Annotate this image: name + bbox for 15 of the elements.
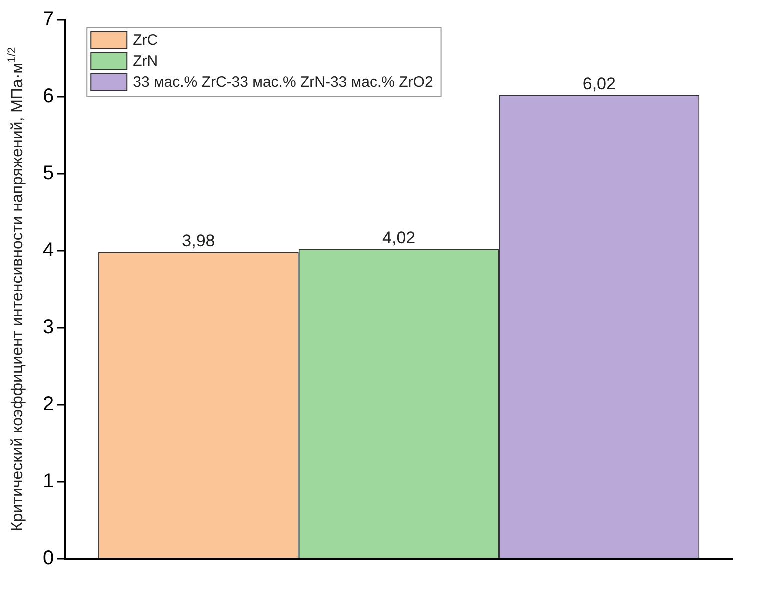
- data-label: 4,02: [382, 228, 416, 248]
- y-tick-label: 1: [43, 470, 54, 492]
- y-tick-label: 3: [43, 316, 54, 338]
- y-tick-label: 5: [43, 162, 54, 184]
- legend-label: 33 мас.% ZrC-33 мас.% ZrN-33 мас.% ZrO2: [133, 74, 434, 92]
- y-tick-label: 7: [43, 8, 54, 31]
- legend-label: ZrN: [133, 53, 158, 70]
- y-tick-label: 4: [43, 239, 54, 262]
- y-tick-label: 0: [43, 547, 54, 570]
- data-label: 6,02: [582, 74, 616, 94]
- legend-label: ZrC: [133, 32, 158, 50]
- y-axis-title: Критический коэффициент интенсивности напряжений, МПа·м1/2: [6, 47, 26, 532]
- y-tick-label: 2: [43, 393, 54, 416]
- data-label: 3,98: [182, 232, 216, 251]
- y-tick-label: 6: [43, 85, 54, 108]
